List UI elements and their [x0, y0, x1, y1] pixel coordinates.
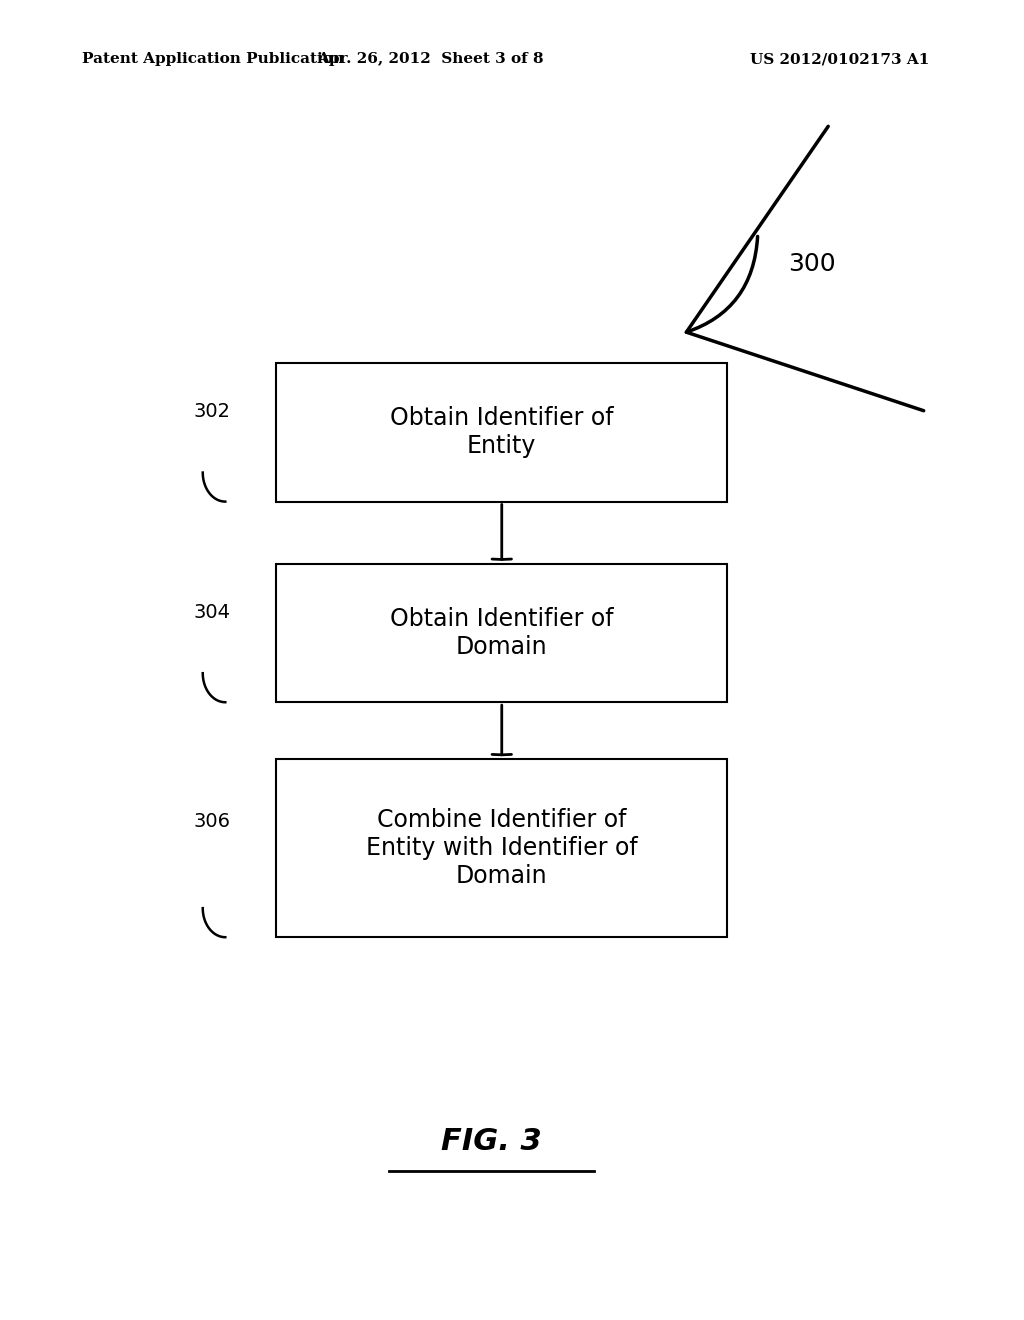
Text: 304: 304: [194, 603, 230, 622]
Bar: [276, 363, 727, 502]
Bar: [276, 564, 727, 702]
Text: Patent Application Publication: Patent Application Publication: [82, 53, 344, 66]
Text: US 2012/0102173 A1: US 2012/0102173 A1: [750, 53, 930, 66]
Text: Combine Identifier of
Entity with Identifier of
Domain: Combine Identifier of Entity with Identi…: [366, 808, 638, 888]
Text: 300: 300: [788, 252, 837, 276]
Text: Apr. 26, 2012  Sheet 3 of 8: Apr. 26, 2012 Sheet 3 of 8: [316, 53, 544, 66]
Text: Obtain Identifier of
Domain: Obtain Identifier of Domain: [390, 607, 613, 659]
FancyArrowPatch shape: [686, 127, 924, 411]
Text: Obtain Identifier of
Entity: Obtain Identifier of Entity: [390, 407, 613, 458]
Text: FIG. 3: FIG. 3: [441, 1127, 542, 1156]
Text: 302: 302: [194, 403, 230, 421]
Text: 306: 306: [194, 812, 230, 830]
Bar: [276, 759, 727, 937]
